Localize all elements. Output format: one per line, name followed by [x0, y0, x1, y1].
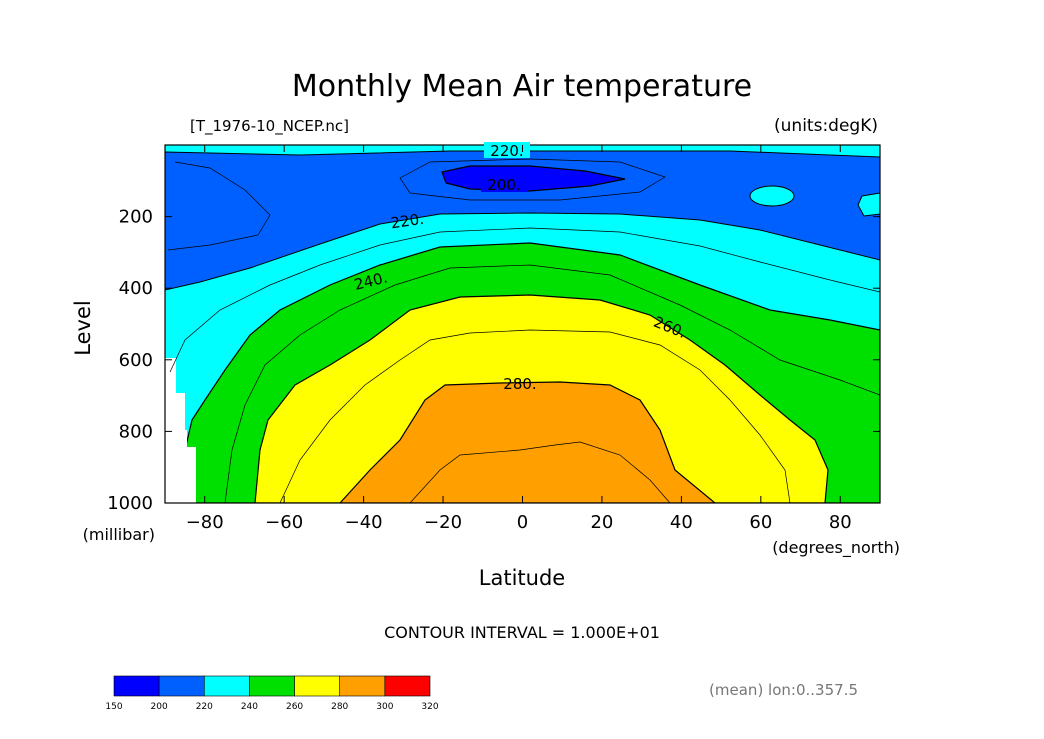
island-right-1 — [749, 185, 795, 207]
x-tick-label: 40 — [670, 512, 693, 533]
contour-label: 200. — [487, 176, 520, 194]
y-tick-label: 400 — [119, 278, 153, 299]
y-tick-label: 600 — [119, 350, 153, 371]
y-units-label: (millibar) — [83, 525, 155, 544]
colorbar-tick-label: 150 — [105, 702, 122, 712]
colorbar-swatch — [203, 675, 250, 697]
fill-280-300 — [339, 381, 716, 503]
x-tick-label: −40 — [345, 512, 383, 533]
x-tick-label: −80 — [186, 512, 224, 533]
colorbar-tick-label: 200 — [151, 702, 168, 712]
colorbar-swatch — [384, 675, 431, 697]
x-axis: −80 −60 −40 −20 0 20 40 60 80 — [186, 145, 852, 533]
x-tick-label: −20 — [424, 512, 462, 533]
y-axis: 200 400 600 800 1000 — [107, 207, 880, 514]
colorbar-tick-label: 300 — [376, 702, 393, 712]
file-label: [T_1976-10_NCEP.nc] — [190, 117, 349, 136]
colorbar-swatch — [249, 675, 295, 697]
missing-data — [165, 358, 196, 503]
x-tick-label: 80 — [829, 512, 852, 533]
contour-interval-label: CONTOUR INTERVAL = 1.000E+01 — [384, 623, 660, 642]
y-tick-label: 1000 — [107, 493, 153, 514]
colorbar-swatch — [113, 675, 160, 697]
colorbar-swatch — [158, 675, 205, 697]
colorbar-tick-label: 260 — [286, 702, 303, 712]
footer-label: (mean) lon:0..357.5 — [709, 681, 858, 699]
colorbar-swatch — [339, 675, 386, 697]
colorbar-tick-label: 320 — [421, 702, 438, 712]
thin-contours — [167, 158, 880, 503]
x-tick-label: −60 — [265, 512, 303, 533]
x-units-label: (degrees_north) — [772, 538, 900, 558]
contour-label: 220. — [490, 142, 523, 160]
x-tick-label: 20 — [590, 512, 613, 533]
colorbar: 150 200 220 240 260 280 300 320 — [105, 675, 439, 712]
y-tick-label: 200 — [119, 207, 153, 228]
colorbar-swatch — [294, 675, 341, 697]
contour-label: 220. — [390, 210, 426, 232]
y-axis-title: Level — [71, 300, 95, 355]
colorbar-tick-label: 280 — [331, 702, 348, 712]
x-tick-label: 0 — [517, 512, 528, 533]
contour-label: 280. — [503, 375, 536, 393]
island-right-2 — [857, 192, 880, 217]
fill-200-220 — [165, 150, 880, 291]
y-tick-label: 800 — [119, 421, 153, 442]
units-label: (units:degK) — [774, 116, 878, 136]
colorbar-tick-label: 220 — [196, 702, 213, 712]
colorbar-tick-label: 240 — [241, 702, 258, 712]
contour-label-group: 220. 200. 220. 240. 260. 280. — [352, 142, 689, 393]
x-tick-label: 60 — [749, 512, 772, 533]
plot-area — [165, 145, 880, 503]
x-axis-title: Latitude — [479, 566, 565, 590]
chart-title: Monthly Mean Air temperature — [292, 69, 752, 104]
